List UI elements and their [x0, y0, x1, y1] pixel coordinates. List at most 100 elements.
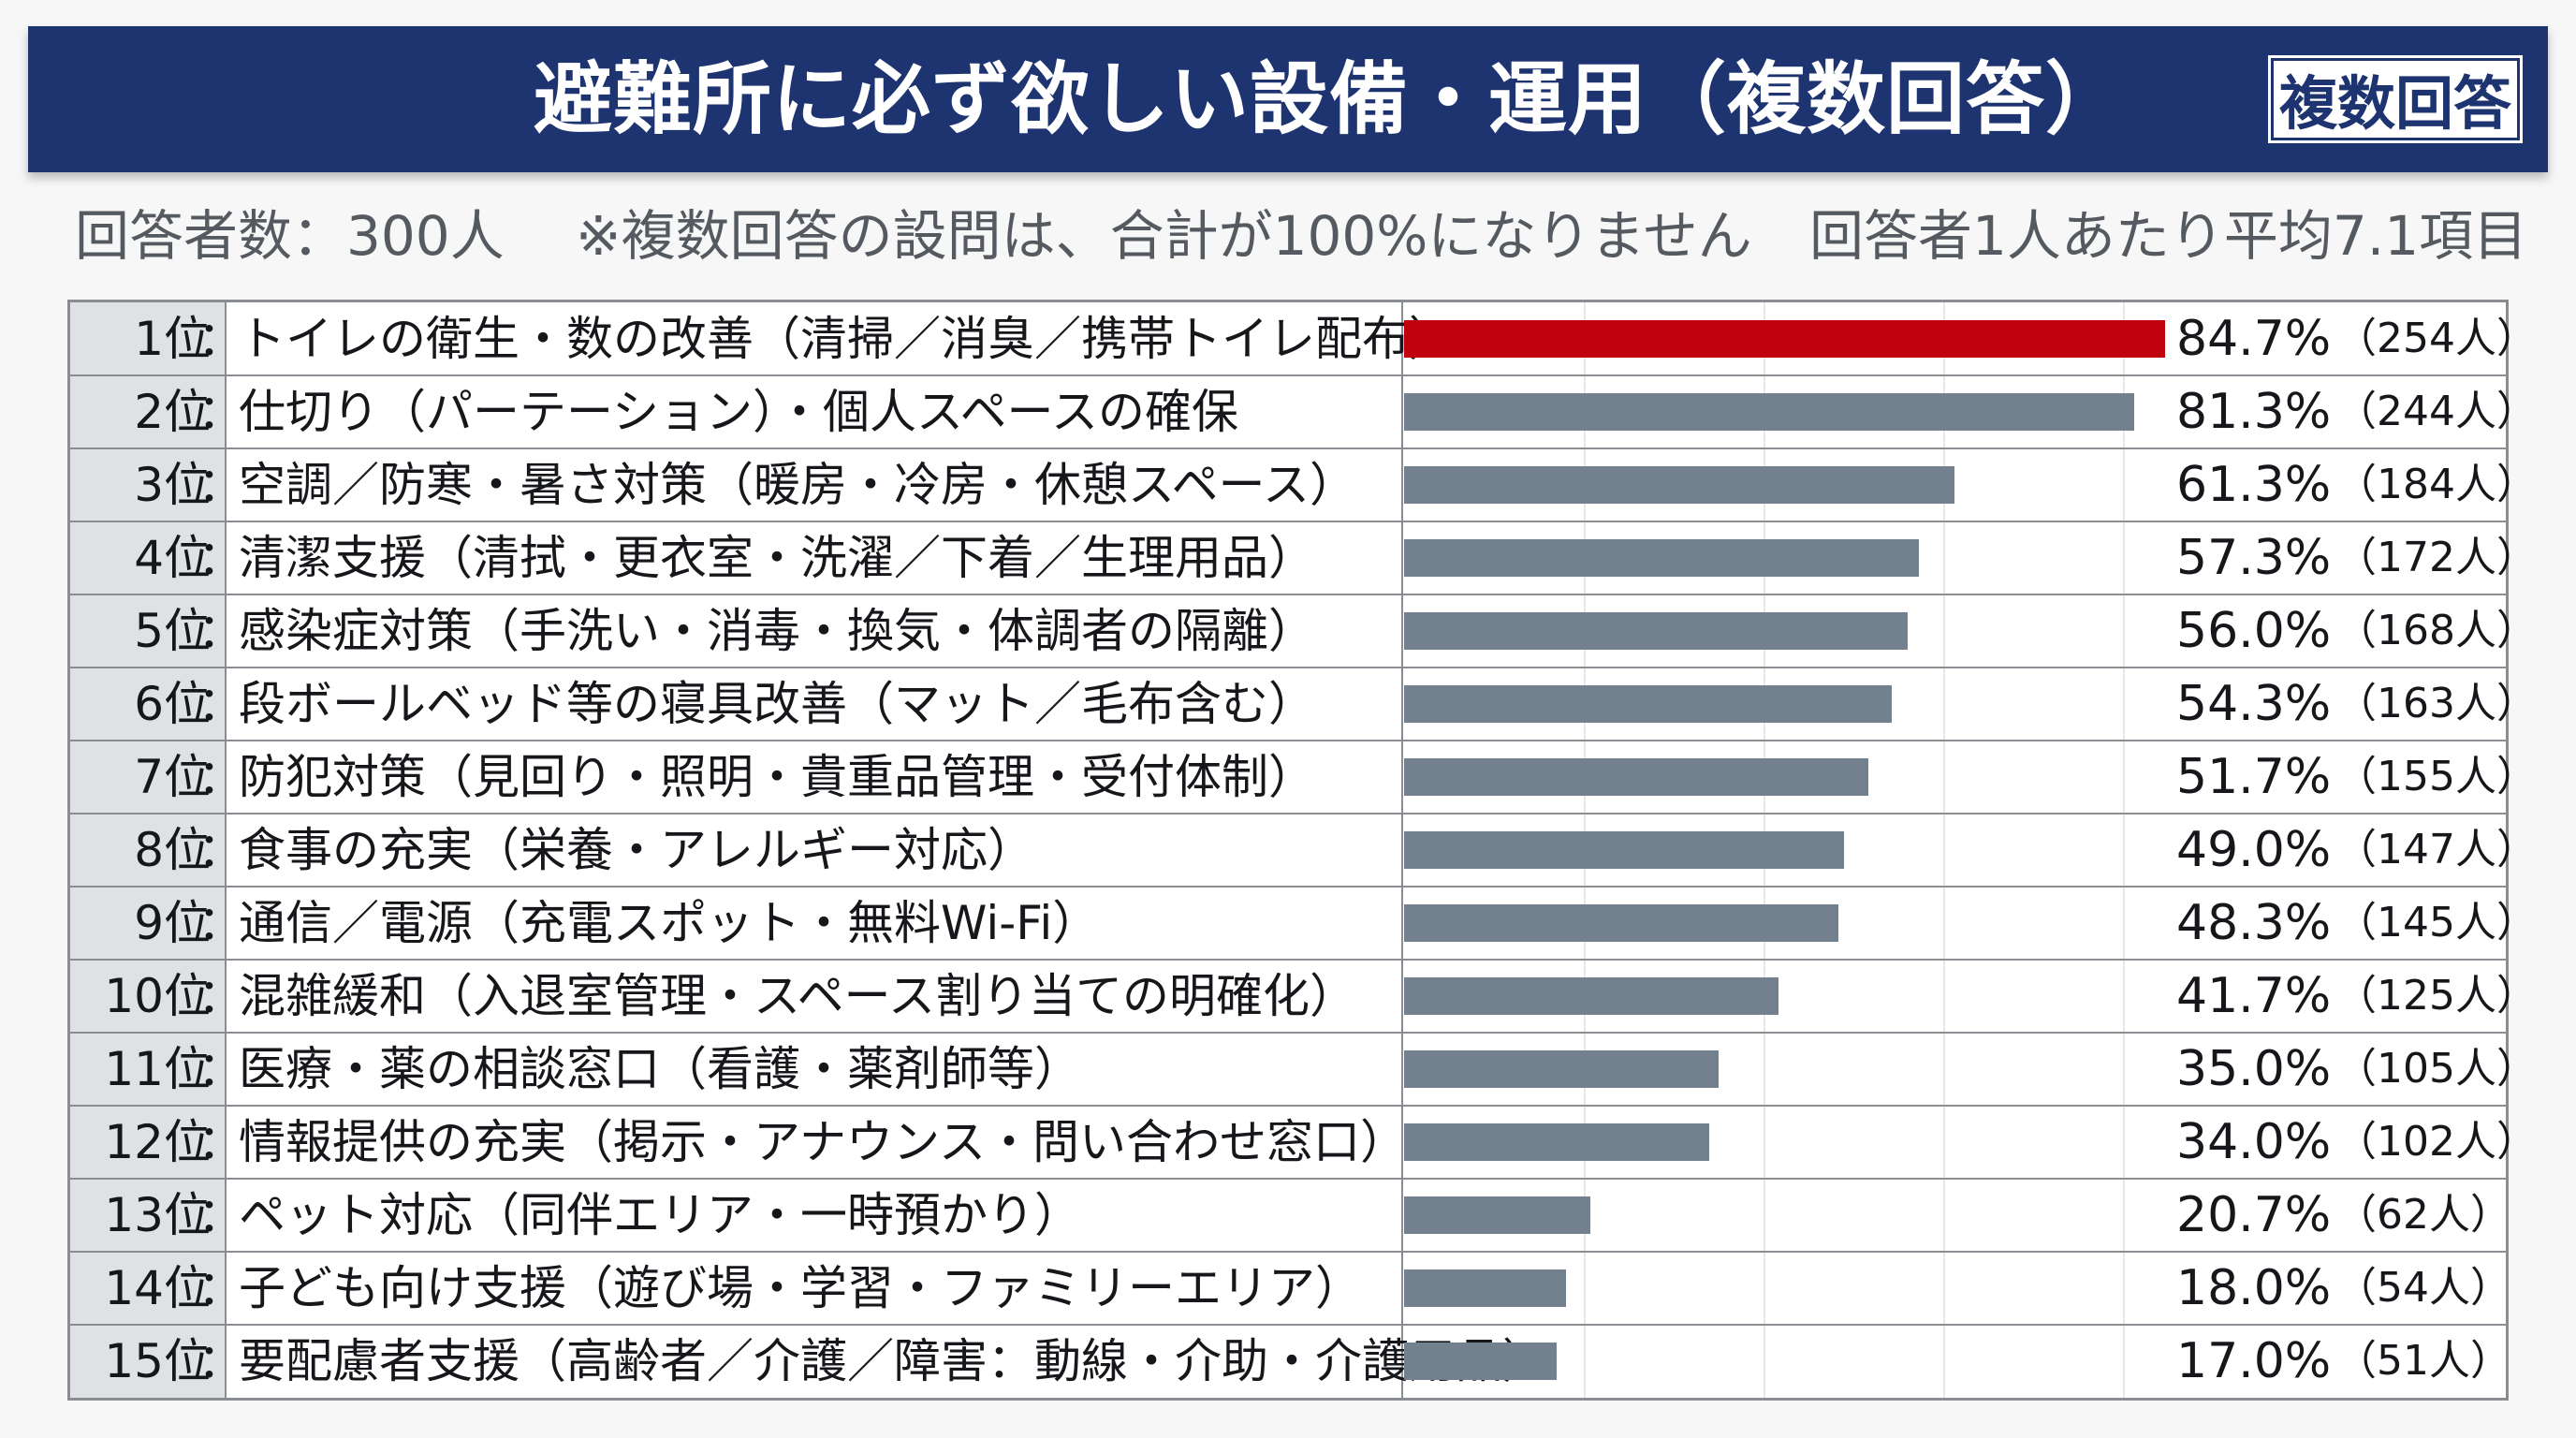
- count-label: （163人）: [2335, 680, 2538, 727]
- percent-label: 20.7%: [2176, 1187, 2332, 1243]
- percent-label: 84.7%: [2176, 311, 2332, 367]
- bar-4: [1404, 539, 1920, 577]
- item-label: トイレの衛生・数の改善（清掃／消臭／携帯トイレ配布）: [239, 312, 1456, 366]
- rank-label: 11位: [104, 1042, 211, 1096]
- bar-11: [1404, 1050, 1719, 1088]
- subtitle-line: 回答者数：300人 ※複数回答の設問は、合計が100%になりません 回答者1人あ…: [75, 192, 2546, 268]
- ranking-chart: 1位：トイレの衛生・数の改善（清掃／消臭／携帯トイレ配布） 84.7% （254人）…: [67, 300, 2538, 1401]
- row-divider: [70, 374, 2506, 376]
- rank-colon: ：: [198, 969, 244, 1023]
- percent-label: 17.0%: [2176, 1333, 2332, 1389]
- bar-8: [1404, 831, 1845, 869]
- rank-colon: ：: [198, 312, 244, 366]
- rank-label: 14位: [104, 1261, 211, 1315]
- rank-label: 13位: [104, 1188, 211, 1242]
- percent-label: 51.7%: [2176, 749, 2332, 805]
- average-items: 回答者1人あたり平均7.1項目: [1809, 204, 2528, 268]
- item-label: 段ボールベッド等の寝具改善（マット／毛布含む）: [239, 677, 1315, 731]
- item-label: 情報提供の充実（掲示・アナウンス・問い合わせ窓口）: [239, 1115, 1407, 1169]
- bar-12: [1404, 1123, 1710, 1161]
- rank-colon: ：: [198, 458, 244, 512]
- item-label: 医療・薬の相談窓口（看護・薬剤師等）: [239, 1042, 1081, 1096]
- title-banner: 避難所に必ず欲しい設備・運用（複数回答） 複数回答: [28, 26, 2548, 172]
- rank-colon: ：: [198, 531, 244, 585]
- rank-label: 10位: [104, 969, 211, 1023]
- row-divider: [70, 1178, 2506, 1180]
- bar-9: [1404, 904, 1838, 942]
- row-divider: [70, 813, 2506, 814]
- bar-3: [1404, 466, 1955, 504]
- item-label: 食事の充実（栄養・アレルギー対応）: [239, 823, 1034, 877]
- count-label: （54人）: [2335, 1264, 2511, 1312]
- rank-label: 5位: [134, 604, 211, 658]
- rank-colon: ：: [198, 823, 244, 877]
- row-divider: [70, 594, 2506, 595]
- count-label: （125人）: [2335, 972, 2538, 1020]
- percent-label: 34.0%: [2176, 1114, 2332, 1170]
- bar-1: [1404, 320, 2166, 358]
- percent-label: 35.0%: [2176, 1041, 2332, 1097]
- count-label: （102人）: [2335, 1118, 2538, 1166]
- rank-colon: ：: [198, 1334, 244, 1388]
- row-divider: [70, 1251, 2506, 1253]
- item-label: 通信／電源（充電スポット・無料Wi-Fi）: [239, 896, 1100, 950]
- count-label: （244人）: [2335, 388, 2538, 435]
- rank-colon: ：: [198, 1261, 244, 1315]
- rank-label: 3位: [134, 458, 211, 512]
- row-divider: [70, 886, 2506, 888]
- bar-10: [1404, 977, 1779, 1015]
- bar-5: [1404, 612, 1908, 650]
- column-divider: [225, 302, 227, 1398]
- percent-label: 57.3%: [2176, 530, 2332, 586]
- item-label: 感染症対策（手洗い・消毒・換気・体調者の隔離）: [239, 604, 1315, 658]
- item-label: 防犯対策（見回り・照明・貴重品管理・受付体制）: [239, 750, 1315, 804]
- row-divider: [70, 740, 2506, 741]
- rank-colon: ：: [198, 896, 244, 950]
- multiple-answer-badge: 複数回答: [2263, 51, 2527, 148]
- column-divider: [1401, 302, 1403, 1398]
- count-label: （62人）: [2335, 1191, 2511, 1239]
- rank-label: 4位: [134, 531, 211, 585]
- item-label: 要配慮者支援（高齢者／介護／障害：動線・介助・介護用品）: [239, 1334, 1549, 1388]
- bar-15: [1404, 1343, 1558, 1380]
- rank-label: 7位: [134, 750, 211, 804]
- percent-label: 49.0%: [2176, 822, 2332, 878]
- count-label: （147人）: [2335, 826, 2538, 873]
- rank-colon: ：: [198, 1188, 244, 1242]
- bar-14: [1404, 1269, 1566, 1307]
- percent-label: 61.3%: [2176, 457, 2332, 513]
- rank-colon: ：: [198, 750, 244, 804]
- bar-6: [1404, 685, 1893, 723]
- percent-label: 41.7%: [2176, 968, 2332, 1024]
- rank-label: 2位: [134, 385, 211, 439]
- chart-title: 避難所に必ず欲しい設備・運用（複数回答）: [533, 53, 2125, 145]
- count-label: （145人）: [2335, 899, 2538, 946]
- percent-label: 56.0%: [2176, 603, 2332, 659]
- rank-colon: ：: [198, 1115, 244, 1169]
- rank-label: 12位: [104, 1115, 211, 1169]
- bar-13: [1404, 1196, 1590, 1234]
- respondent-count: 回答者数：300人: [75, 204, 505, 268]
- gridline: [1943, 302, 1945, 1398]
- rank-label: 1位: [134, 312, 211, 366]
- percent-label: 18.0%: [2176, 1260, 2332, 1316]
- row-divider: [70, 448, 2506, 449]
- item-label: 混雑緩和（入退室管理・スペース割り当ての明確化）: [239, 969, 1356, 1023]
- gridline: [2123, 302, 2125, 1398]
- count-label: （172人）: [2335, 534, 2538, 581]
- multiple-answer-note: ※複数回答の設問は、合計が100%になりません: [576, 204, 1752, 268]
- bar-7: [1404, 758, 1869, 796]
- item-label: 仕切り（パーテーション）・個人スペースの確保: [239, 385, 1238, 439]
- count-label: （51人）: [2335, 1337, 2511, 1385]
- rank-colon: ：: [198, 1042, 244, 1096]
- count-label: （184人）: [2335, 461, 2538, 508]
- rank-column-background: [70, 302, 225, 1398]
- count-label: （254人）: [2335, 315, 2538, 362]
- percent-label: 81.3%: [2176, 384, 2332, 440]
- row-divider: [70, 667, 2506, 668]
- rank-label: 9位: [134, 896, 211, 950]
- rank-label: 15位: [104, 1334, 211, 1388]
- rank-colon: ：: [198, 385, 244, 439]
- item-label: 子ども向け支援（遊び場・学習・ファミリーエリア）: [239, 1261, 1362, 1315]
- item-label: 清潔支援（清拭・更衣室・洗濯／下着／生理用品）: [239, 531, 1315, 585]
